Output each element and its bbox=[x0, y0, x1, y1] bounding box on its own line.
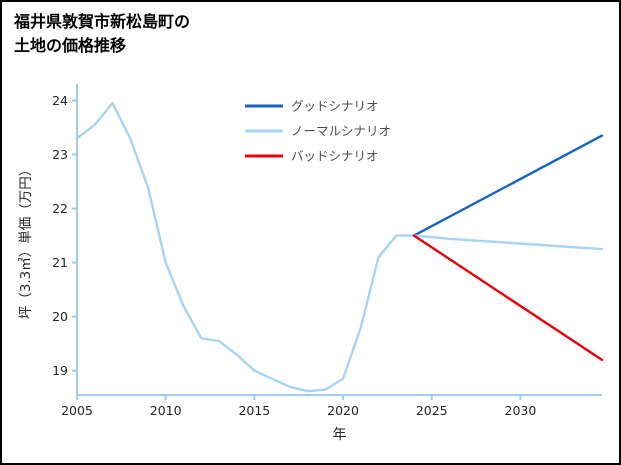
legend-label-good: グッドシナリオ bbox=[291, 99, 379, 114]
y-tick-label: 22 bbox=[52, 201, 68, 216]
x-tick-label: 2025 bbox=[416, 403, 448, 418]
chart-title-line2: 土地の価格推移 bbox=[14, 36, 127, 55]
x-axis-label: 年 bbox=[333, 427, 347, 443]
y-tick-label: 24 bbox=[52, 93, 68, 108]
y-axis-label: 坪（3.3㎡）単価（万円） bbox=[18, 163, 34, 319]
x-tick-label: 2005 bbox=[61, 403, 93, 418]
series-line-bad-scenario bbox=[412, 234, 604, 362]
chart-title: 福井県敦賀市新松島町の 土地の価格推移 bbox=[14, 10, 190, 58]
legend-label-normal: ノーマルシナリオ bbox=[291, 124, 391, 139]
x-tick-label: 2020 bbox=[327, 403, 359, 418]
series-line-good-scenario bbox=[412, 134, 604, 237]
y-tick-label: 21 bbox=[52, 255, 68, 270]
y-tick-label: 19 bbox=[52, 363, 68, 378]
x-tick-label: 2010 bbox=[150, 403, 182, 418]
x-tick-label: 2015 bbox=[238, 403, 270, 418]
x-tick-label: 2030 bbox=[505, 403, 537, 418]
series-line-price-history bbox=[75, 101, 416, 393]
chart-title-line1: 福井県敦賀市新松島町の bbox=[14, 12, 191, 31]
series-line-normal-scenario bbox=[412, 234, 604, 251]
legend-label-bad: バッドシナリオ bbox=[291, 149, 379, 164]
y-tick-label: 20 bbox=[52, 309, 68, 324]
y-tick-label: 23 bbox=[52, 147, 68, 162]
